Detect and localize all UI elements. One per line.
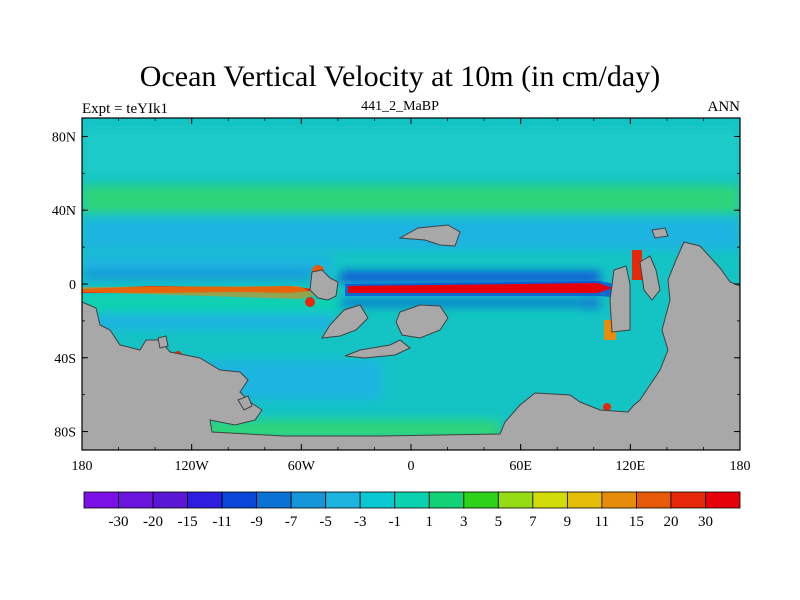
colorbar-label: 5 [495, 514, 503, 530]
small-west-island [157, 335, 169, 349]
colorbar-box [187, 491, 223, 509]
southern-island-b [395, 304, 449, 339]
y-tick-label: 80N [52, 130, 76, 145]
colorbar-box [325, 491, 361, 509]
colorbar-box [394, 491, 430, 509]
colorbar-box [636, 491, 672, 509]
colorbar-box [290, 491, 327, 509]
x-tick-label: 60E [509, 459, 532, 474]
central-island [398, 224, 461, 247]
colorbar-label: 11 [595, 514, 609, 530]
colorbar-box [221, 491, 258, 509]
colorbar-label: 3 [460, 514, 468, 530]
colorbar-box [497, 491, 534, 509]
colorbar-box [705, 491, 741, 509]
colorbar-box [83, 491, 119, 509]
colorbar-label: -15 [178, 514, 198, 530]
colorbar-box [532, 491, 568, 509]
colorbar-box [359, 491, 396, 509]
y-tick-label: 0 [69, 278, 76, 293]
southern-island-c [344, 339, 411, 359]
colorbar-label: 7 [529, 514, 537, 530]
colorbar-label: 15 [629, 514, 644, 530]
period-label: 441_2_MaBP [361, 99, 439, 114]
colorbar-label: -1 [388, 514, 401, 530]
colorbar-label: 9 [564, 514, 572, 530]
x-tick-label: 120W [175, 459, 210, 474]
y-axis: 80N 40N 0 40S 80S [52, 130, 740, 441]
eastern-strait-block [639, 255, 661, 301]
south-west-continent [81, 241, 741, 451]
colorbar-box [670, 491, 706, 509]
colorbar-label: -20 [143, 514, 163, 530]
y-tick-label: 40S [54, 352, 76, 367]
colorbar-box [152, 491, 188, 509]
colorbar-label: -11 [212, 514, 231, 530]
colorbar-box [463, 491, 499, 509]
colorbar-box [428, 491, 465, 509]
north-east-cape [651, 227, 669, 239]
western-peninsula [309, 269, 339, 301]
small-south-island [237, 395, 253, 411]
colorbar-label: -30 [109, 514, 129, 530]
colorbar-label: 20 [663, 514, 678, 530]
southern-island-a [321, 304, 369, 339]
colorbar-label: -7 [285, 514, 298, 530]
x-axis: 180 120W 60W 0 60E 120E 180 [72, 118, 751, 474]
y-tick-label: 80S [54, 426, 76, 441]
land-masses [81, 224, 741, 451]
colorbar-box [566, 491, 603, 509]
colorbar-label: 30 [698, 514, 713, 530]
experiment-label: Expt = teYIk1 [82, 101, 168, 117]
colorbar-label: -5 [319, 514, 332, 530]
season-label: ANN [707, 99, 741, 115]
colorbar-label: 1 [426, 514, 434, 530]
colorbar-box [601, 491, 637, 509]
plot-title: Ocean Vertical Velocity at 10m (in cm/da… [139, 60, 661, 93]
x-tick-label: 180 [730, 459, 751, 474]
equatorial-upwelling-east [348, 283, 612, 293]
y-tick-label: 40N [52, 204, 76, 219]
colorbar-label: -3 [354, 514, 367, 530]
eastern-strip [609, 265, 631, 333]
colorbar-box [256, 491, 292, 509]
x-tick-label: 0 [408, 459, 415, 474]
colorbar-label: -9 [250, 514, 263, 530]
colorbar-box [118, 491, 154, 509]
x-tick-label: 180 [72, 459, 93, 474]
x-tick-label: 120E [616, 459, 646, 474]
x-tick-label: 60W [288, 459, 316, 474]
